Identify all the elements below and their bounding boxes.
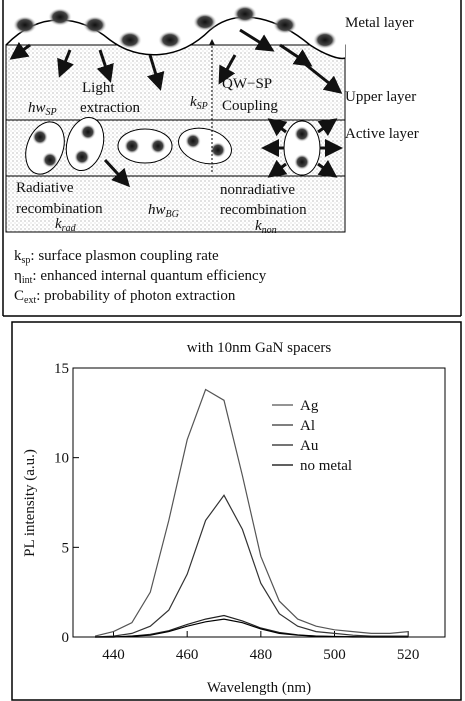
legend-label: Ag <box>300 398 319 414</box>
definition: Cext: probability of photon extraction <box>14 288 236 306</box>
definition-text: : probability of photon extraction <box>36 288 236 304</box>
diagram: Metal layer Upper layer Active layer Lig… <box>3 0 461 316</box>
definition: ηint: enhanced internal quantum efficien… <box>14 268 267 286</box>
symbol: hw <box>148 202 166 218</box>
legend-label: Au <box>300 438 319 454</box>
label: nonradiative <box>220 182 295 198</box>
y-tick-label: 15 <box>54 361 69 377</box>
label: recombination <box>16 201 103 217</box>
layer-label: Metal layer <box>345 15 414 31</box>
definition-text: : enhanced internal quantum efficiency <box>32 268 266 284</box>
symbol: η <box>14 268 22 284</box>
y-tick-label: 0 <box>62 630 70 646</box>
label: recombination <box>220 202 307 218</box>
subscript: non <box>262 225 277 236</box>
subscript: SP <box>46 107 57 118</box>
series-line <box>95 390 408 637</box>
subscript: ext <box>24 295 36 306</box>
x-tick-label: 500 <box>323 647 346 663</box>
x-axis-label: Wavelength (nm) <box>207 680 311 696</box>
definitions: ksp: surface plasmon coupling rateηint: … <box>14 248 267 306</box>
legend-label: Al <box>300 418 315 434</box>
definition: ksp: surface plasmon coupling rate <box>14 248 219 266</box>
y-tick-label: 10 <box>54 451 69 467</box>
series-line <box>95 619 408 637</box>
subscript: rad <box>62 223 77 234</box>
chart-title: with 10nm GaN spacers <box>187 340 332 356</box>
plot-area <box>73 368 445 637</box>
chart-frame <box>12 322 461 700</box>
x-tick-label: 440 <box>102 647 125 663</box>
legend-label: no metal <box>300 458 352 474</box>
label: Light <box>82 80 115 96</box>
label: QW−SP <box>222 76 272 92</box>
label: Coupling <box>222 98 278 114</box>
label: extraction <box>80 100 140 116</box>
y-axis-label: PL intensity (a.u.) <box>22 449 38 557</box>
subscript: BG <box>166 209 179 220</box>
subscript: SP <box>197 101 208 112</box>
definition-text: : surface plasmon coupling rate <box>30 248 219 264</box>
chart: with 10nm GaN spacers Wavelength (nm) PL… <box>12 322 461 700</box>
layer-label: Active layer <box>345 126 419 142</box>
figure: Metal layer Upper layer Active layer Lig… <box>0 0 465 701</box>
y-tick-label: 5 <box>62 540 70 556</box>
subscript: int <box>22 275 33 286</box>
x-tick-label: 460 <box>176 647 199 663</box>
symbol: C <box>14 288 24 304</box>
x-tick-label: 520 <box>397 647 420 663</box>
subscript: sp <box>22 255 31 266</box>
symbol: hw <box>28 100 46 116</box>
label: Radiative <box>16 180 74 196</box>
x-tick-label: 480 <box>250 647 273 663</box>
layer-label: Upper layer <box>345 89 416 105</box>
